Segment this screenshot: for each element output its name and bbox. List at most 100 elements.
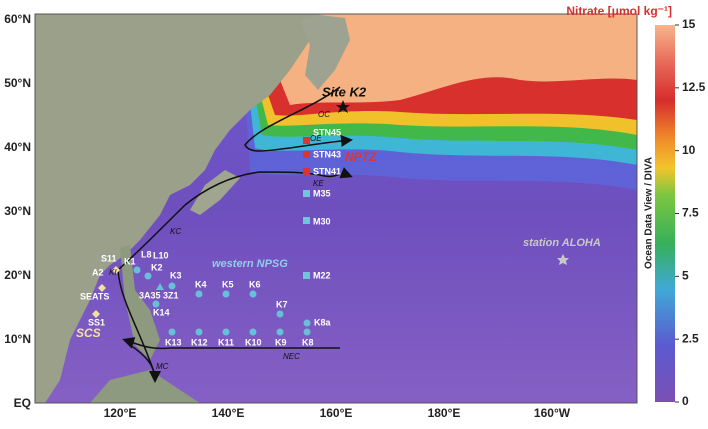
colorbar-tick-label: 10	[682, 143, 696, 157]
circle-marker	[168, 282, 176, 290]
map-label: M22	[313, 270, 331, 280]
map	[34, 13, 638, 404]
current-arrow	[117, 167, 353, 376]
map-frame	[34, 13, 638, 404]
current-arrow	[122, 337, 340, 350]
map-label: K2	[151, 262, 163, 272]
map-label: Site K2	[322, 84, 367, 99]
colorbar-label: Ocean Data View / DIVA	[644, 157, 655, 269]
land	[120, 245, 160, 360]
circle-marker	[276, 328, 284, 336]
lat-label: 60°N	[4, 12, 31, 26]
star-marker	[557, 254, 569, 265]
land	[300, 15, 350, 90]
map-label: L8	[141, 249, 152, 259]
map-label: NPTZ	[345, 150, 377, 164]
diamond-marker	[92, 310, 100, 318]
colorbar-tick-label: 0	[682, 394, 689, 408]
circle-marker	[152, 300, 160, 308]
lat-label: 20°N	[4, 268, 31, 282]
colorbar	[655, 25, 675, 402]
land	[190, 170, 240, 215]
square-marker	[303, 151, 310, 158]
map-label: western NPSG	[212, 258, 288, 270]
diamond-marker	[98, 284, 106, 292]
map-label: A2	[92, 267, 104, 277]
map-label: K3	[170, 270, 182, 280]
map-label: K4	[195, 279, 207, 289]
diamond-marker	[112, 266, 120, 274]
circle-marker	[144, 272, 152, 280]
circle-marker	[168, 328, 176, 336]
map-label: MC	[156, 362, 169, 371]
map-label: K5	[222, 279, 234, 289]
triangle-marker	[156, 283, 164, 290]
colorbar-tick-label: 2.5	[682, 331, 699, 345]
map-label: SS1	[88, 317, 105, 327]
colorbar-tick-label: 15	[682, 17, 696, 31]
map-label: KE	[313, 179, 324, 188]
map-label: K13	[165, 337, 182, 347]
lat-label: 40°N	[4, 140, 31, 154]
map-label: NEC	[283, 352, 300, 361]
colorbar-title: Nitrate [μmol kg⁻¹]	[566, 4, 672, 18]
circle-marker	[249, 328, 257, 336]
circle-marker	[195, 290, 203, 298]
lat-label: 50°N	[4, 76, 31, 90]
square-marker	[303, 190, 310, 197]
map-label: K14	[153, 307, 170, 317]
map-label: OC	[318, 110, 330, 119]
map-label: K8	[302, 337, 314, 347]
map-label: K9	[275, 337, 287, 347]
map-label: K7	[276, 299, 288, 309]
map-label: K1	[124, 256, 136, 266]
map-label: S11	[101, 253, 117, 263]
map-label: L10	[153, 250, 169, 260]
square-marker	[303, 272, 310, 279]
lat-label: EQ	[14, 396, 31, 410]
lon-label: 180°E	[428, 406, 461, 420]
map-label: OE	[310, 134, 322, 143]
current-arrow	[129, 344, 161, 383]
circle-marker	[276, 310, 284, 318]
map-label: STN45	[313, 127, 341, 137]
map-label: KI	[109, 268, 117, 277]
circle-marker	[133, 266, 141, 274]
map-label: M35	[313, 188, 331, 198]
map-label: SEATS	[80, 291, 109, 301]
map-label: STN41	[313, 166, 341, 176]
lon-label: 160°E	[320, 406, 353, 420]
lon-label: 120°E	[104, 406, 137, 420]
circle-marker	[195, 328, 203, 336]
map-label: K11	[218, 337, 234, 347]
circle-marker	[222, 328, 230, 336]
colorbar-tick-label: 5	[682, 269, 689, 283]
map-label: station ALOHA	[523, 237, 601, 249]
map-label: SCS	[76, 326, 101, 340]
map-label: K6	[249, 279, 261, 289]
map-label: K8a	[314, 317, 332, 327]
circle-marker	[222, 290, 230, 298]
circle-marker	[249, 290, 257, 298]
station-markers	[92, 100, 569, 336]
land	[35, 14, 320, 403]
lat-label: 10°N	[4, 332, 31, 346]
square-marker	[303, 137, 310, 144]
lat-label: 30°N	[4, 204, 31, 218]
star-marker	[336, 100, 350, 113]
map-label: 3Z1	[163, 290, 179, 300]
circle-marker	[303, 328, 311, 336]
square-marker	[303, 168, 310, 175]
circle-marker	[303, 319, 311, 327]
map-label: M30	[313, 216, 331, 226]
map-label: STN43	[313, 149, 341, 159]
map-label: KC	[170, 227, 181, 236]
land	[90, 370, 200, 403]
map-label: K10	[245, 337, 262, 347]
lon-label: 140°E	[212, 406, 245, 420]
current-arrow	[244, 86, 353, 152]
lon-label: 160°W	[534, 406, 571, 420]
map-label: 3A35	[139, 290, 161, 300]
square-marker	[303, 217, 310, 224]
